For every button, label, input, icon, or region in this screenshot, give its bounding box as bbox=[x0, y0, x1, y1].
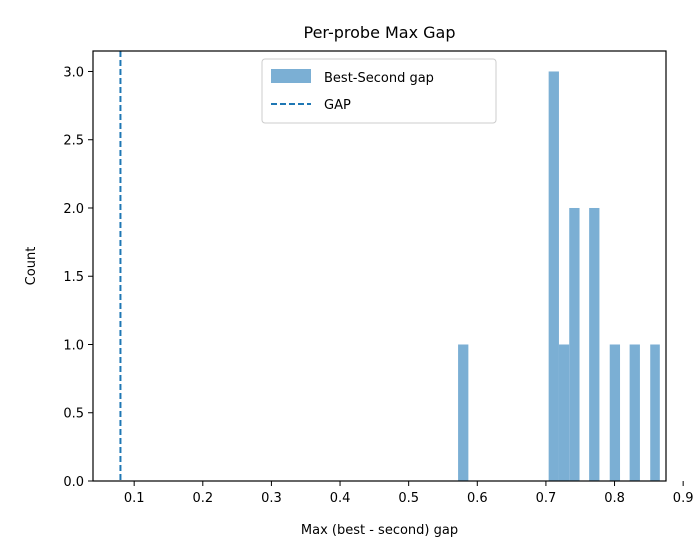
legend-bar-swatch bbox=[271, 69, 311, 83]
histogram-bar-1 bbox=[548, 71, 559, 481]
x-tick-label: 0.2 bbox=[192, 491, 213, 506]
legend: Best-Second gap GAP bbox=[261, 58, 497, 124]
histogram-bar-6 bbox=[629, 344, 640, 481]
x-axis-ticks: 0.1 0.2 0.3 0.4 0.5 0.6 0.7 0.8 0.9 bbox=[124, 481, 694, 506]
y-tick-label: 2.5 bbox=[63, 134, 84, 149]
legend-label-gap: GAP bbox=[324, 98, 351, 113]
histogram-bar-2 bbox=[558, 344, 570, 481]
chart-title: Per-probe Max Gap bbox=[303, 23, 455, 42]
x-tick-label: 0.3 bbox=[261, 491, 282, 506]
y-tick-label: 3.0 bbox=[63, 65, 84, 80]
x-tick-label: 0.5 bbox=[398, 491, 419, 506]
y-tick-label: 1.5 bbox=[63, 270, 84, 285]
legend-box bbox=[261, 58, 497, 124]
x-axis-label: Max (best - second) gap bbox=[301, 523, 458, 538]
histogram-bar-4 bbox=[589, 207, 600, 481]
histogram-bar-7 bbox=[650, 344, 660, 481]
histogram-bar-5 bbox=[609, 344, 621, 481]
x-tick-label: 0.1 bbox=[124, 491, 145, 506]
x-tick-label: 0.9 bbox=[673, 491, 694, 506]
legend-label-bars: Best-Second gap bbox=[324, 71, 434, 86]
x-tick-label: 0.8 bbox=[604, 491, 625, 506]
x-tick-label: 0.7 bbox=[536, 491, 557, 506]
histogram-bar-3 bbox=[569, 207, 580, 481]
y-axis-label: Count bbox=[24, 247, 39, 286]
x-tick-label: 0.4 bbox=[330, 491, 351, 506]
y-axis-ticks: 0.0 0.5 1.0 1.5 2.0 2.5 3.0 bbox=[63, 65, 93, 490]
x-tick-label: 0.6 bbox=[467, 491, 488, 506]
histogram-bar-0 bbox=[458, 344, 469, 481]
y-tick-label: 1.0 bbox=[63, 338, 84, 353]
y-tick-label: 0.0 bbox=[63, 475, 84, 490]
y-tick-label: 2.0 bbox=[63, 202, 84, 217]
bars-layer bbox=[458, 71, 660, 481]
plot-frame bbox=[92, 50, 667, 482]
y-tick-label: 0.5 bbox=[63, 407, 84, 422]
